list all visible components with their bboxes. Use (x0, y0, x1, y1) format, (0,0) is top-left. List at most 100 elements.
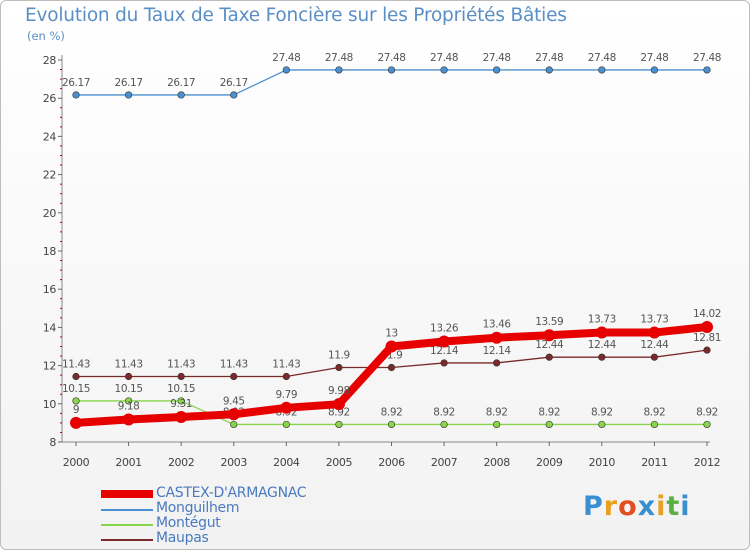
data-label-maupas: 12.44 (640, 339, 669, 351)
data-point-maupas (387, 363, 396, 372)
data-label-castex-d-armagnac: 14.02 (693, 308, 721, 320)
data-label-castex-d-armagnac: 9.31 (170, 398, 192, 410)
data-label-maupas: 12.81 (693, 332, 721, 344)
data-label-monguilhem: 27.48 (693, 52, 721, 64)
data-point-maupas (230, 372, 238, 381)
chart-unit-label: (en %) (27, 29, 65, 43)
data-point-maupas (335, 363, 343, 372)
data-point-mont-gut (598, 420, 606, 429)
data-point-maupas (650, 353, 659, 361)
data-point-maupas (440, 359, 448, 367)
data-point-castex-d-armagnac (332, 398, 345, 411)
y-tick-label: 12 (43, 360, 56, 373)
legend-swatch-montegut (101, 524, 153, 526)
legend-swatch-castex (101, 490, 153, 498)
data-point-castex-d-armagnac (490, 331, 503, 344)
data-label-monguilhem: 27.48 (325, 52, 353, 64)
data-point-maupas (493, 359, 501, 367)
data-point-maupas (703, 346, 711, 354)
data-point-mont-gut (177, 397, 185, 405)
data-label-maupas: 12.14 (483, 345, 512, 357)
y-tick-label: 18 (43, 245, 57, 258)
data-point-monguilhem (545, 66, 553, 74)
data-point-maupas (177, 372, 185, 381)
data-point-castex-d-armagnac (543, 329, 556, 342)
logo-letter: t (666, 491, 681, 522)
data-label-castex-d-armagnac: 9.45 (223, 395, 245, 407)
legend-label-castex: CASTEX-D'ARMAGNAC (156, 485, 307, 501)
y-tick-label: 22 (43, 169, 56, 182)
data-point-monguilhem (72, 91, 80, 99)
data-label-mont-gut: 10.15 (62, 383, 90, 395)
data-label-monguilhem: 27.48 (588, 52, 616, 64)
logo-letter: P (583, 491, 604, 522)
x-tick-label: 2008 (483, 456, 510, 469)
data-point-monguilhem (598, 66, 606, 74)
x-tick-label: 2006 (378, 456, 405, 469)
data-point-castex-d-armagnac (385, 340, 398, 353)
x-tick-label: 2010 (589, 456, 616, 469)
data-label-castex-d-armagnac: 13.26 (430, 323, 459, 335)
data-point-mont-gut (335, 420, 343, 429)
data-label-castex-d-armagnac: 13.73 (640, 314, 668, 326)
data-point-mont-gut (703, 420, 711, 429)
x-tick-label: 2004 (273, 456, 300, 469)
logo-letter: x (637, 491, 657, 522)
data-point-monguilhem (493, 66, 501, 74)
logo-letter: i (656, 491, 667, 522)
data-point-castex-d-armagnac (438, 335, 451, 348)
data-label-castex-d-armagnac: 13.59 (535, 316, 563, 328)
y-tick-label: 26 (43, 92, 57, 105)
data-label-mont-gut: 8.92 (433, 406, 455, 418)
y-tick-label: 28 (43, 54, 57, 67)
data-label-mont-gut: 8.92 (696, 406, 718, 418)
x-tick-label: 2012 (694, 456, 720, 469)
data-point-maupas (282, 372, 290, 381)
data-label-monguilhem: 27.48 (430, 52, 458, 64)
data-point-mont-gut (440, 420, 448, 429)
y-tick-label: 14 (43, 321, 57, 334)
data-point-mont-gut (72, 397, 80, 405)
y-tick-label: 24 (43, 130, 57, 143)
data-point-mont-gut (282, 420, 290, 429)
legend-label-maupas: Maupas (156, 530, 209, 546)
data-label-castex-d-armagnac: 9 (73, 404, 79, 416)
data-point-castex-d-armagnac (595, 326, 608, 339)
x-tick-label: 2007 (431, 456, 458, 469)
data-label-monguilhem: 27.48 (483, 52, 511, 64)
data-label-castex-d-armagnac: 13 (385, 328, 398, 340)
chart-title: Evolution du Taux de Taxe Foncière sur l… (25, 5, 567, 26)
legend-swatch-monguilhem (101, 509, 153, 511)
legend-swatch-maupas (101, 539, 153, 541)
data-label-monguilhem: 26.17 (62, 77, 90, 89)
y-tick-label: 20 (43, 207, 57, 220)
data-point-maupas (598, 353, 606, 361)
data-label-mont-gut: 10.15 (167, 383, 195, 395)
data-label-monguilhem: 27.48 (535, 52, 563, 64)
x-tick-label: 2009 (536, 456, 563, 469)
data-label-mont-gut: 8.92 (644, 406, 666, 418)
data-point-mont-gut (124, 397, 133, 405)
data-point-maupas (124, 372, 133, 381)
data-point-monguilhem (387, 66, 396, 74)
data-point-maupas (72, 372, 80, 381)
data-label-mont-gut: 8.92 (381, 406, 403, 418)
data-point-monguilhem (650, 66, 659, 74)
data-point-monguilhem (124, 91, 133, 99)
data-label-maupas: 11.43 (62, 358, 90, 370)
data-label-monguilhem: 27.48 (377, 52, 405, 64)
data-point-castex-d-armagnac (280, 401, 293, 414)
data-point-monguilhem (230, 91, 238, 99)
x-tick-label: 2001 (115, 456, 141, 469)
data-point-castex-d-armagnac (648, 326, 661, 339)
data-point-castex-d-armagnac (227, 408, 240, 421)
data-label-mont-gut: 8.92 (538, 406, 560, 418)
proxiti-logo: Proxiti (583, 491, 691, 522)
data-label-maupas: 11.43 (272, 358, 300, 370)
data-label-mont-gut: 8.92 (328, 406, 350, 418)
data-label-maupas: 12.14 (430, 345, 459, 357)
data-label-maupas: 11.43 (115, 358, 143, 370)
logo-letter: i (680, 491, 691, 522)
